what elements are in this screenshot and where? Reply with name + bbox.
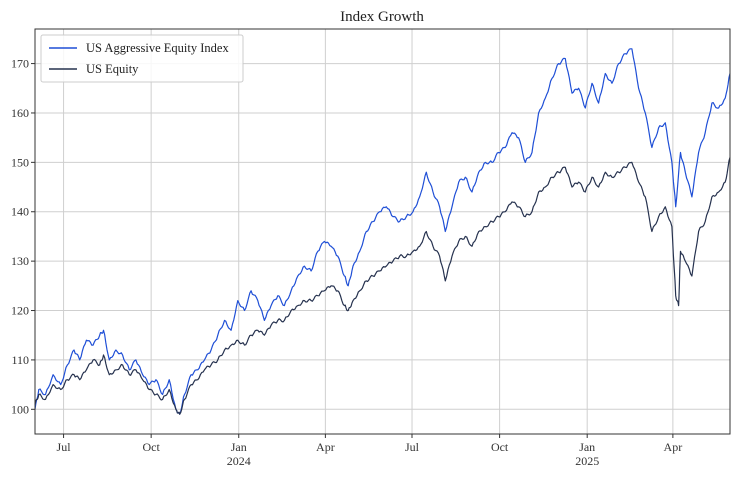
series-line-0 <box>34 48 731 415</box>
x-tick-year-label: 2024 <box>227 454 251 468</box>
y-tick-label: 150 <box>11 155 29 169</box>
y-tick-label: 120 <box>11 304 29 318</box>
y-tick-label: 130 <box>11 254 29 268</box>
x-tick-year-label: 2025 <box>575 454 599 468</box>
legend-label: US Equity <box>86 62 139 76</box>
x-tick-label: Apr <box>664 440 683 454</box>
y-tick-label: 100 <box>11 402 29 416</box>
x-tick-label: Oct <box>142 440 160 454</box>
y-tick-label: 140 <box>11 205 29 219</box>
x-tick-label: Jul <box>405 440 420 454</box>
x-tick-label: Jan <box>579 440 595 454</box>
x-tick-label: Oct <box>491 440 509 454</box>
x-tick-label: Jan <box>231 440 247 454</box>
legend-label: US Aggressive Equity Index <box>86 41 229 55</box>
y-tick-label: 170 <box>11 57 29 71</box>
plot-frame <box>34 28 731 435</box>
y-axis: 100 110 120 130 140 150 160 170 <box>11 57 35 416</box>
series-line-1 <box>34 157 731 415</box>
y-tick-label: 110 <box>11 353 29 367</box>
legend: US Aggressive Equity Index US Equity <box>40 34 244 83</box>
y-tick-label: 160 <box>11 106 29 120</box>
legend-box <box>40 34 244 83</box>
series-lines <box>34 48 731 415</box>
x-tick-label: Jul <box>57 440 72 454</box>
chart-title: Index Growth <box>340 9 424 25</box>
x-tick-label: Apr <box>316 440 335 454</box>
